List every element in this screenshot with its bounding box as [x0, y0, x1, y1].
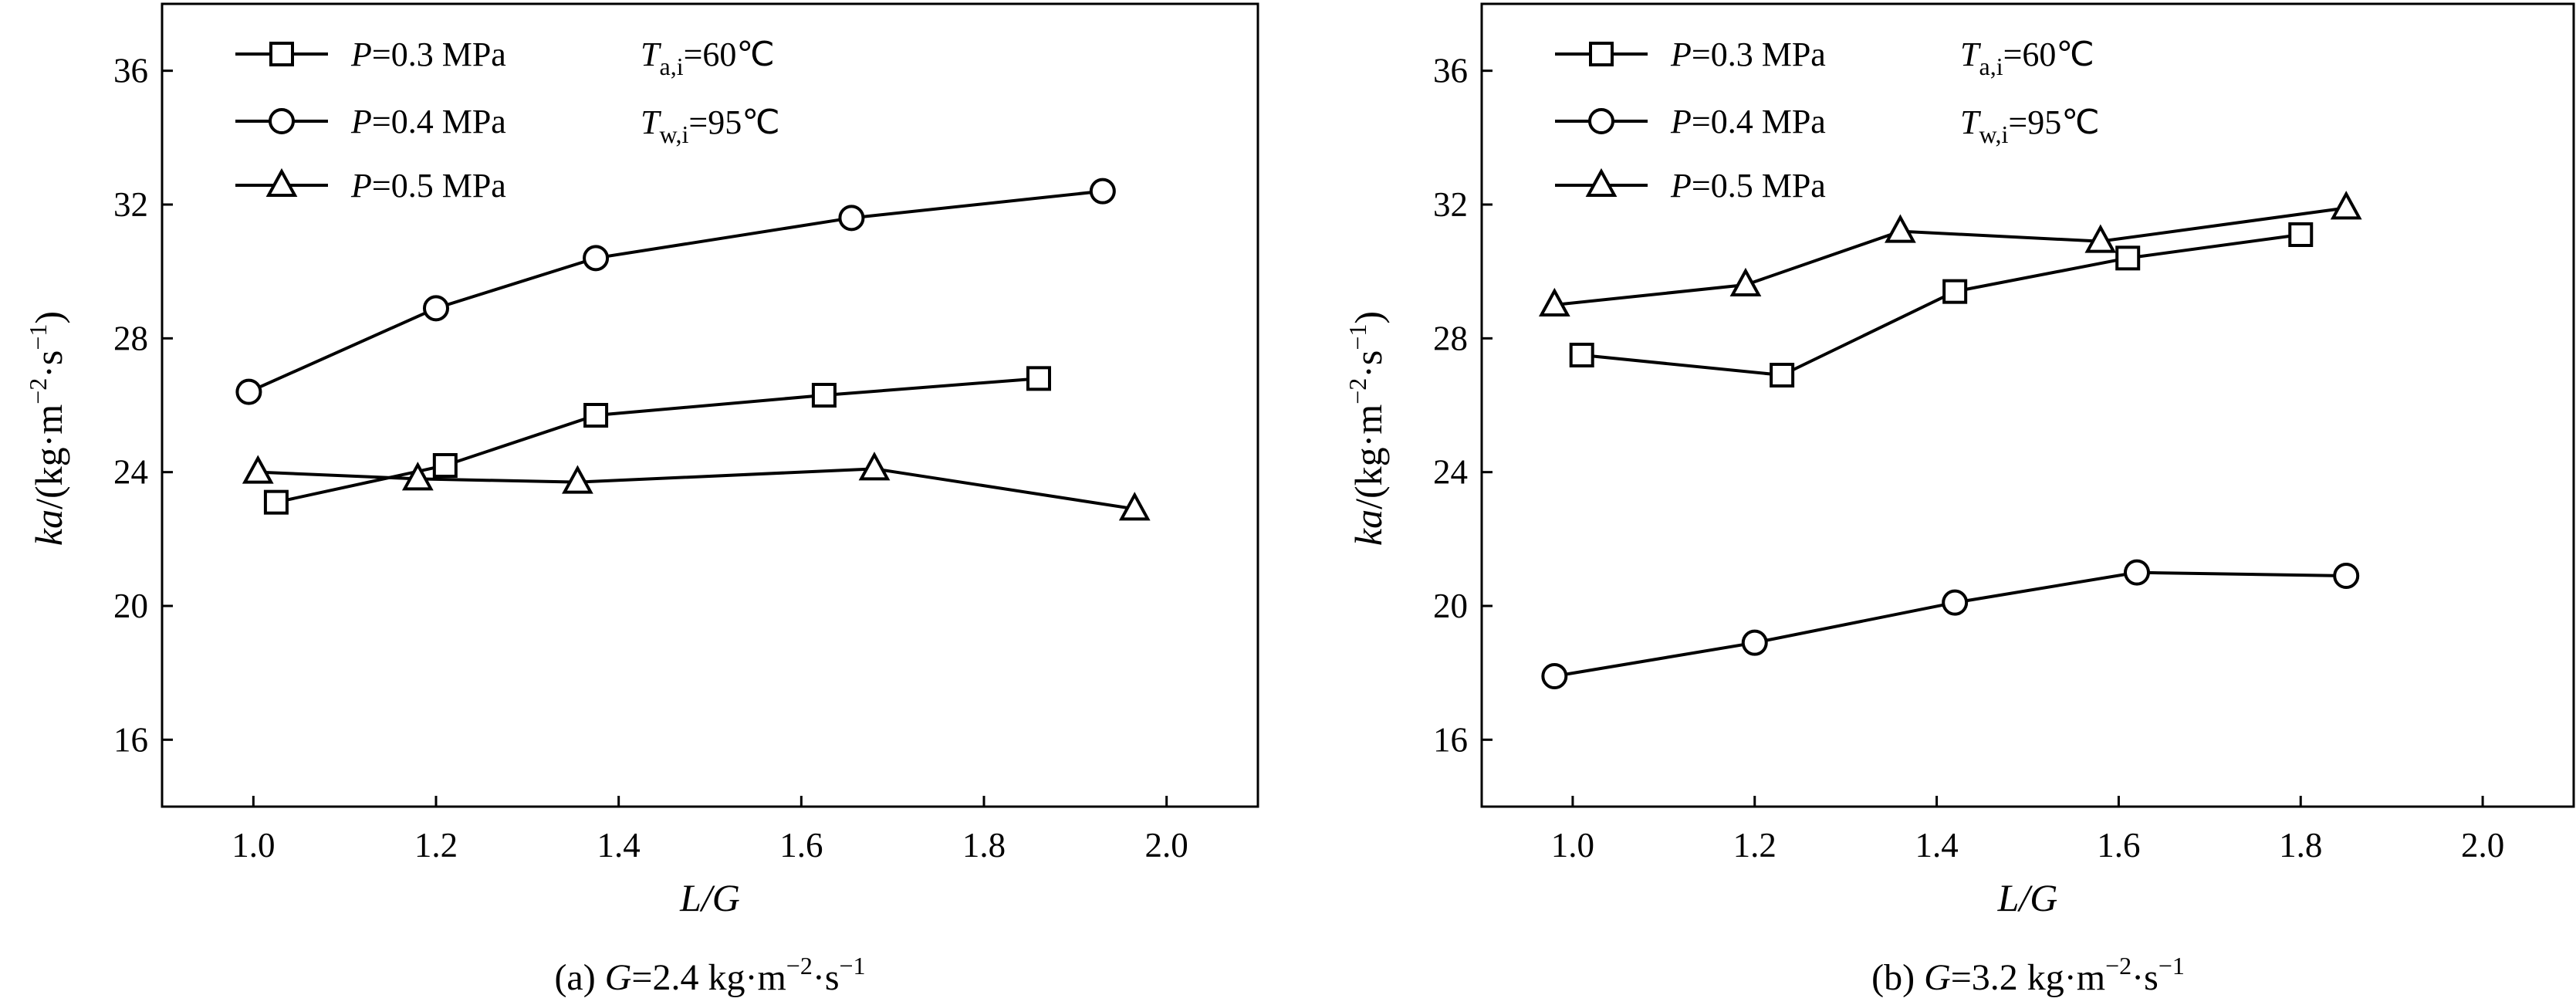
- x-tick-label: 1.6: [779, 826, 823, 865]
- plot-frame: [1480, 2, 2575, 808]
- y-tick-label: 36: [113, 52, 148, 90]
- legend: P=0.3 MPa P=0.4 MPa P=0.5 MPa: [235, 36, 506, 205]
- x-tick-label: 1.2: [1733, 826, 1776, 865]
- y-tick-label: 24: [113, 453, 148, 492]
- data-point-square: [1942, 279, 1968, 304]
- series-circle: [235, 178, 1116, 405]
- y-tick-label: 28: [1433, 319, 1468, 357]
- legend-marker-circle: [269, 108, 295, 134]
- data-point-square: [1770, 363, 1795, 387]
- data-point-triangle: [1118, 492, 1151, 521]
- legend-marker-triangle: [1585, 168, 1618, 197]
- series-triangle: [1538, 191, 2362, 316]
- legend-label: P=0.5 MPa: [1670, 167, 1826, 205]
- series-line: [276, 377, 1040, 504]
- data-point-circle: [1089, 178, 1116, 205]
- series-circle: [1541, 559, 2360, 689]
- conditions-annotation: Ta,i=60℃ Tw,i=95℃: [641, 36, 780, 148]
- condition-label: Tw,i=95℃: [641, 103, 780, 148]
- legend-label: P=0.4 MPa: [350, 103, 506, 140]
- data-point-square: [811, 383, 837, 408]
- series-square: [263, 366, 1051, 515]
- panel-caption: (b) G=3.2 kg·m−2·s−1: [1871, 952, 2185, 998]
- y-axis-title: ka/(kg·m−2·s−1): [24, 311, 70, 546]
- data-point-triangle: [1538, 287, 1570, 316]
- series-line: [248, 189, 1104, 394]
- x-tick-label: 2.0: [1145, 826, 1188, 865]
- data-point-circle: [2124, 559, 2150, 586]
- legend-label: P=0.4 MPa: [1670, 103, 1826, 140]
- data-point-square: [2115, 245, 2141, 271]
- x-axis-title: L/G: [679, 876, 740, 919]
- data-point-triangle: [2330, 191, 2362, 220]
- legend-label: P=0.3 MPa: [350, 36, 506, 73]
- y-tick-label: 24: [1433, 453, 1468, 492]
- y-tick-label: 20: [113, 587, 148, 625]
- y-tick-label: 16: [113, 720, 148, 759]
- data-point-circle: [1541, 663, 1568, 689]
- data-point-triangle: [1885, 214, 1916, 243]
- x-tick-label: 1.2: [414, 826, 458, 865]
- legend-marker-circle: [1588, 108, 1614, 134]
- y-tick-label: 32: [113, 185, 148, 224]
- conditions-annotation: Ta,i=60℃ Tw,i=95℃: [1960, 36, 2100, 148]
- data-point-circle: [1942, 589, 1969, 616]
- data-point-circle: [583, 245, 610, 272]
- data-point-circle: [2333, 563, 2360, 589]
- series-square: [1569, 222, 2314, 387]
- series-line: [1581, 233, 2301, 377]
- legend-label: P=0.5 MPa: [350, 167, 506, 205]
- series-triangle: [242, 452, 1151, 521]
- y-tick-label: 36: [1433, 52, 1468, 90]
- y-tick-label: 20: [1433, 587, 1468, 625]
- series-line: [1554, 570, 2347, 678]
- y-tick-label: 32: [1433, 185, 1468, 224]
- x-tick-label: 1.0: [1551, 826, 1594, 865]
- data-point-triangle: [1729, 267, 1762, 296]
- x-tick-label: 1.8: [962, 826, 1006, 865]
- x-tick-label: 1.0: [232, 826, 275, 865]
- condition-label: Tw,i=95℃: [1960, 103, 2100, 148]
- chart-panel-a: 1.0 1.2 1.4 1.6 1.8 2.0 16 20 24 28 32 36 L/G ka/(kg·…: [24, 2, 1259, 998]
- condition-label: Ta,i=60℃: [1960, 36, 2094, 80]
- data-point-square: [2288, 222, 2314, 247]
- legend-marker-square: [269, 42, 294, 66]
- series-line: [258, 467, 1135, 511]
- y-axis-title: ka/(kg·m−2·s−1): [1344, 311, 1390, 546]
- plot-frame: [161, 2, 1259, 808]
- condition-label: Ta,i=60℃: [641, 36, 775, 80]
- data-point-square: [1026, 366, 1051, 391]
- legend-marker-square: [1589, 42, 1614, 66]
- data-point-circle: [838, 205, 865, 232]
- data-point-square: [263, 489, 289, 515]
- data-point-square: [1569, 343, 1594, 367]
- panel-caption: (a) G=2.4 kg·m−2·s−1: [554, 952, 865, 998]
- x-tick-label: 1.4: [1915, 826, 1958, 865]
- x-axis-title: L/G: [1997, 876, 2058, 919]
- x-tick-label: 2.0: [2461, 826, 2504, 865]
- x-tick-label: 1.4: [597, 826, 641, 865]
- x-tick-label: 1.8: [2279, 826, 2322, 865]
- data-point-square: [583, 403, 609, 428]
- data-point-triangle: [242, 455, 274, 484]
- data-point-circle: [235, 378, 262, 405]
- data-point-triangle: [562, 465, 593, 494]
- legend-label: P=0.3 MPa: [1670, 36, 1826, 73]
- data-point-triangle: [858, 452, 891, 481]
- data-point-triangle: [2084, 224, 2117, 253]
- data-point-square: [432, 453, 458, 478]
- data-point-circle: [1741, 629, 1768, 656]
- chart-panel-b: 1.0 1.2 1.4 1.6 1.8 2.0 16 20 24 28 32 36 L/G ka/(kg·…: [1344, 2, 2575, 998]
- y-tick-label: 28: [113, 319, 148, 357]
- legend: P=0.3 MPa P=0.4 MPa P=0.5 MPa: [1555, 36, 1826, 205]
- y-tick-label: 16: [1433, 720, 1468, 759]
- data-point-circle: [423, 295, 449, 322]
- legend-marker-triangle: [265, 168, 298, 197]
- x-tick-label: 1.6: [2097, 826, 2140, 865]
- data-point-triangle: [401, 462, 434, 491]
